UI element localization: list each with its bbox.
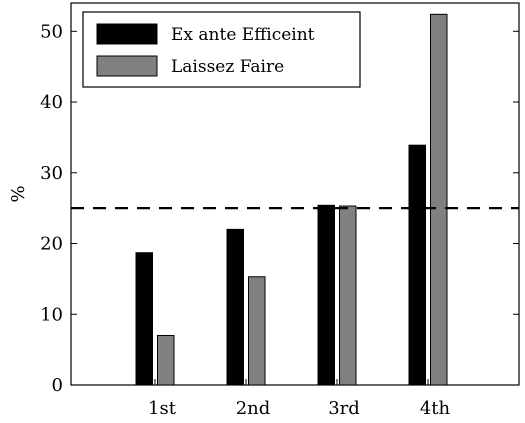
bars: 1st 2nd 3rd 4th: [135, 13, 456, 419]
bar-ex-ante-efficeint-1st: [135, 252, 153, 386]
legend-label-ex-ante-efficeint: Ex ante Efficeint: [171, 25, 315, 45]
legend: Ex ante Efficeint Laissez Faire: [82, 11, 361, 88]
x-tick-label-4th: 4th: [420, 398, 451, 419]
bar-laissez-faire-1st: [157, 334, 175, 386]
axis-ticks: 0 10 20 30 40 50: [40, 21, 519, 396]
x-tick-label-1st: 1st: [148, 398, 177, 419]
bar-laissez-faire-2nd: [248, 276, 266, 386]
y-tick-label: 10: [40, 304, 63, 325]
y-tick-label: 40: [40, 92, 63, 113]
bar-ex-ante-efficeint-3rd: [317, 204, 335, 386]
y-tick-label: 50: [40, 21, 63, 42]
bar-ex-ante-efficeint-4th: [408, 144, 426, 386]
y-axis-title: %: [8, 185, 29, 202]
legend-swatch-ex-ante-efficeint: [96, 23, 158, 45]
bar-laissez-faire-4th: [430, 13, 448, 386]
y-tick-label: 20: [40, 234, 63, 255]
y-tick-label: 0: [52, 375, 63, 396]
legend-label-laissez-faire: Laissez Faire: [171, 57, 284, 77]
bar-ex-ante-efficeint-2nd: [226, 228, 244, 386]
x-tick-label-3rd: 3rd: [328, 398, 360, 419]
legend-swatch-laissez-faire: [96, 55, 158, 77]
y-tick-label: 30: [40, 163, 63, 184]
x-tick-label-2nd: 2nd: [236, 398, 271, 419]
bar-laissez-faire-3rd: [339, 205, 357, 386]
